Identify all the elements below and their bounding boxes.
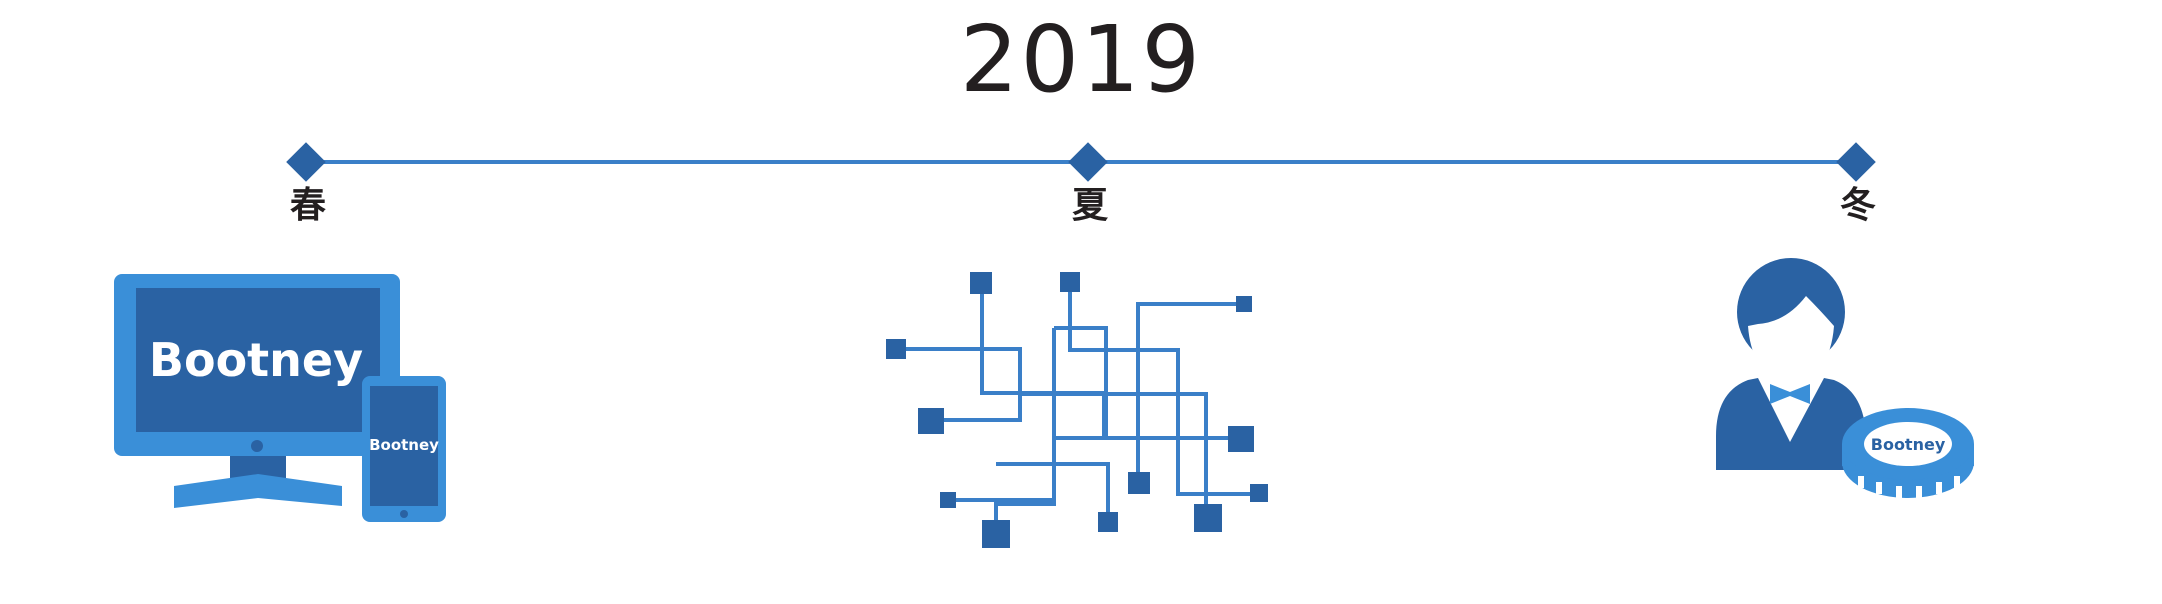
chip-brand-text: Bootney xyxy=(1871,435,1946,454)
season-label-winter: 冬 xyxy=(1839,185,1876,226)
monitor-stand xyxy=(174,474,342,508)
dealer-bowtie xyxy=(1770,384,1810,404)
dealer-body xyxy=(1716,378,1866,470)
tablet-brand-text: Bootney xyxy=(369,436,439,454)
monitor-screen xyxy=(136,288,380,432)
season-label-summer: 夏 xyxy=(1071,185,1108,226)
timeline-marker-spring xyxy=(286,142,326,182)
tablet-screen xyxy=(370,386,438,506)
monitor-power-dot xyxy=(251,440,263,452)
monitor-neck xyxy=(230,456,286,478)
tablet-home-dot xyxy=(400,510,408,518)
monitor-brand-text: Bootney xyxy=(149,333,363,387)
dealer-face xyxy=(1748,296,1834,380)
casino-chip: Bootney xyxy=(1842,408,1974,498)
season-label-spring: 春 xyxy=(289,185,326,226)
year-title: 2019 xyxy=(959,6,1203,113)
